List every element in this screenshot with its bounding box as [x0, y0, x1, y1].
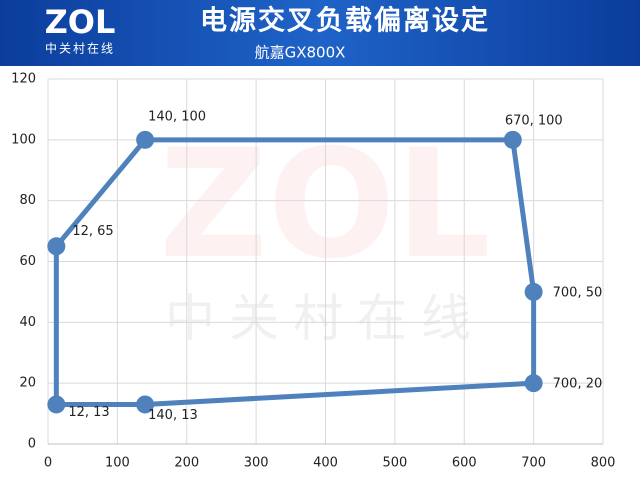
- marker: [47, 237, 66, 256]
- x-tick-label: 500: [382, 456, 407, 471]
- y-tick-label: 100: [11, 132, 36, 147]
- x-tick-label: 400: [313, 456, 338, 471]
- logo: ZOL: [45, 3, 116, 41]
- data-label: 670, 100: [505, 113, 563, 128]
- y-tick-label: 60: [19, 254, 36, 269]
- y-tick-label: 0: [28, 437, 36, 452]
- marker: [47, 395, 66, 414]
- y-tick-label: 80: [19, 193, 36, 208]
- marker: [524, 282, 543, 301]
- data-label: 140, 100: [148, 109, 206, 124]
- data-label: 700, 20: [553, 377, 603, 392]
- marker: [524, 374, 543, 393]
- data-label: 140, 13: [148, 408, 198, 423]
- x-tick-label: 700: [521, 456, 546, 471]
- marker: [136, 130, 155, 149]
- chart-title: 电源交叉负载偏离设定: [200, 5, 490, 37]
- x-tick-label: 100: [105, 456, 130, 471]
- data-label: 12, 13: [68, 405, 109, 420]
- x-tick-label: 800: [591, 456, 616, 471]
- marker: [503, 130, 522, 149]
- data-label: 12, 65: [72, 224, 113, 239]
- chart-subtitle: 航嘉GX800X: [255, 44, 346, 62]
- series-line: [53, 137, 537, 407]
- marker: [136, 395, 155, 414]
- data-label: 700, 50: [553, 285, 603, 300]
- header-banner: [0, 0, 640, 66]
- y-tick-label: 120: [11, 72, 36, 87]
- y-tick-label: 20: [19, 376, 36, 391]
- x-tick-label: 0: [44, 456, 52, 471]
- x-tick-label: 200: [174, 456, 199, 471]
- logo-sub: 中关村在线: [45, 41, 115, 56]
- y-tick-label: 40: [19, 315, 36, 330]
- x-tick-label: 300: [244, 456, 269, 471]
- watermark-sub: 中关村在线: [165, 290, 485, 348]
- x-tick-label: 600: [452, 456, 477, 471]
